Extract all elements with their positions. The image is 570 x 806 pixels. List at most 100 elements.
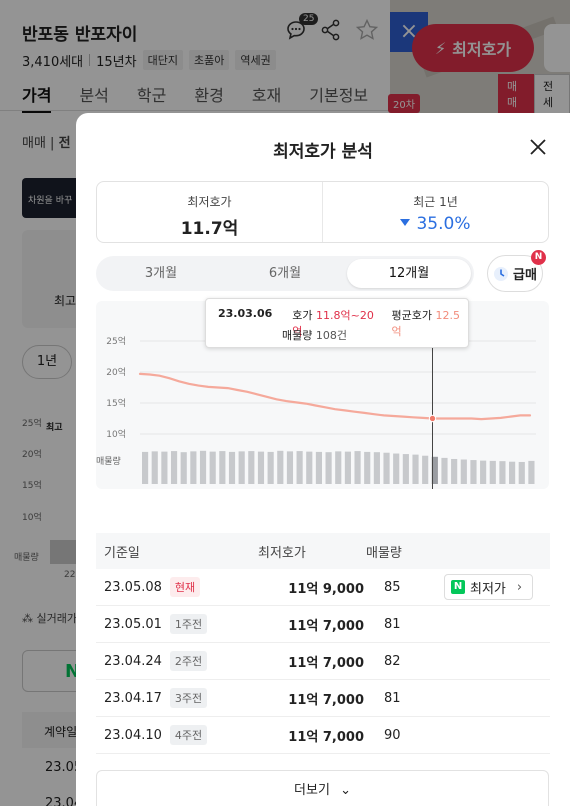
volume-bar xyxy=(248,451,255,484)
header-price: 최저호가 xyxy=(258,545,306,561)
price-table: 기준일 최저호가 매물량 23.05.08 현재 11억 9,000 85 N 최… xyxy=(96,533,550,754)
naver-lowest-button[interactable]: N 최저가 › xyxy=(444,574,534,600)
tab-development[interactable]: 호재 xyxy=(251,86,282,105)
tab-analysis[interactable]: 분석 xyxy=(79,86,109,105)
table-row: 23.04.24 2주전 11억 7,000 82 xyxy=(96,643,550,680)
lowest-price-cta[interactable]: ⚡ 최저호가 xyxy=(412,24,534,72)
deal-type-selector[interactable]: 매매 | 전 xyxy=(22,136,71,151)
row-date: 23.05.08 xyxy=(104,579,162,595)
volume-bar xyxy=(412,454,419,484)
volume-bar xyxy=(161,451,168,484)
row-date: 23.04.24 xyxy=(104,653,162,669)
y-tick-label: 20억 xyxy=(106,366,126,378)
map-deal-toggle[interactable]: 매매 전세 xyxy=(498,74,570,114)
promo-button[interactable]: 차원을 바꾸 xyxy=(22,178,82,218)
volume-bar xyxy=(142,451,149,484)
urgent-sale-button[interactable]: 급매 N xyxy=(487,250,546,292)
volume-bar xyxy=(470,460,477,484)
more-button[interactable]: 더보기 ⌄ xyxy=(96,770,549,806)
contract-row: 23.04 xyxy=(45,796,83,806)
tab-price[interactable]: 가격 xyxy=(22,82,52,113)
tooltip-average: 평균호가 12.5억 xyxy=(391,309,460,338)
chart-background xyxy=(96,301,549,489)
volume-bar xyxy=(451,458,458,484)
toggle-jeonse[interactable]: 전세 xyxy=(534,74,570,114)
volume-bar xyxy=(335,451,342,484)
contract-row: 23.05 xyxy=(45,760,83,775)
summary-box: 최저호가 11.7억 최근 1년 35.0% xyxy=(96,181,549,243)
volume-bar xyxy=(190,451,197,484)
volume-bar xyxy=(267,451,274,484)
close-icon[interactable] xyxy=(526,135,550,159)
tab-school[interactable]: 학군 xyxy=(136,86,167,105)
volume-bar xyxy=(460,459,467,484)
table-header: 기준일 최저호가 매물량 xyxy=(96,533,550,569)
volume-bar xyxy=(480,460,487,484)
row-volume: 81 xyxy=(384,616,401,632)
period-pill[interactable]: 1년 xyxy=(22,345,72,379)
building-age: 15년차 xyxy=(96,54,137,70)
volume-bar xyxy=(286,451,294,484)
toggle-sale[interactable]: 매매 xyxy=(498,74,534,114)
axis-label: 25억 xyxy=(22,419,42,429)
volume-bars xyxy=(50,540,80,564)
volume-bar xyxy=(373,452,380,484)
y-tick-label: 15억 xyxy=(106,397,126,409)
volume-bar xyxy=(296,451,303,484)
volume-bar xyxy=(344,451,351,484)
comment-button[interactable]: 25 xyxy=(285,13,319,41)
lowest-price-summary: 최저호가 11.7억 xyxy=(97,182,322,242)
price-chart-svg[interactable]: 25억20억15억10억매물량22.0722.1023.01현재 xyxy=(96,301,549,513)
tag: 초품아 xyxy=(188,50,230,70)
volume-bar xyxy=(151,451,158,484)
tab-environment[interactable]: 환경 xyxy=(194,86,224,105)
tag: 역세권 xyxy=(235,50,276,70)
row-price: 11억 9,000 xyxy=(288,581,364,597)
recent-change-value: 35.0% xyxy=(323,214,548,234)
share-icon[interactable] xyxy=(321,19,341,41)
summary-card: 최고 xyxy=(22,230,82,328)
axis-label: 20억 xyxy=(22,450,42,460)
header-date: 기준일 xyxy=(104,545,140,561)
row-date: 23.05.01 xyxy=(104,616,162,632)
row-price: 11억 7,000 xyxy=(288,692,364,708)
week-badge: 3주전 xyxy=(169,688,208,708)
volume-bar xyxy=(509,461,516,484)
period-selector: 3개월 6개월 12개월 xyxy=(96,256,474,291)
period-6m[interactable]: 6개월 xyxy=(268,266,302,281)
y-tick-label: 10억 xyxy=(106,428,126,440)
volume-label: 매물량 xyxy=(14,553,39,563)
star-icon[interactable] xyxy=(355,18,379,42)
volume-bar xyxy=(180,452,187,484)
hover-point xyxy=(428,414,437,423)
complex-title: 반포동 반포자이 xyxy=(22,25,138,45)
volume-bar xyxy=(199,450,207,484)
volume-bar xyxy=(219,451,226,484)
table-row: 23.04.17 3주전 11억 7,000 81 xyxy=(96,680,550,717)
realtime-price-link[interactable]: ⁂ 실거래가 xyxy=(22,612,77,625)
period-3m[interactable]: 3개월 xyxy=(144,266,178,281)
row-volume: 81 xyxy=(384,690,401,706)
header-volume: 매물량 xyxy=(366,545,402,561)
chart-tooltip: 23.03.06 호가 11.8억~20억 평균호가 12.5억 매물량 108… xyxy=(205,298,469,348)
down-arrow-icon xyxy=(400,218,411,226)
modal-title: 최저호가 분석 xyxy=(273,142,373,162)
chevron-right-icon: › xyxy=(516,579,523,595)
volume-bar xyxy=(518,461,525,484)
lowest-price-value: 11.7억 xyxy=(180,219,239,239)
volume-bar xyxy=(441,457,448,484)
tab-basic-info[interactable]: 기본정보 xyxy=(309,86,369,105)
period-12m[interactable]: 12개월 xyxy=(347,259,471,288)
volume-bar xyxy=(354,451,361,484)
price-line xyxy=(138,372,532,421)
recent-change-summary: 최근 1년 35.0% xyxy=(322,182,548,242)
map-pin[interactable]: 20차 xyxy=(388,94,420,113)
map-tool-button[interactable] xyxy=(544,24,570,72)
volume-bar xyxy=(402,454,409,484)
volume-bar xyxy=(422,455,429,484)
volume-bar xyxy=(364,451,371,484)
header-actions: 25 xyxy=(285,13,379,42)
row-date: 23.04.17 xyxy=(104,690,162,706)
naver-logo-icon: N xyxy=(451,580,465,594)
lightning-icon: ⚡ xyxy=(434,38,447,58)
